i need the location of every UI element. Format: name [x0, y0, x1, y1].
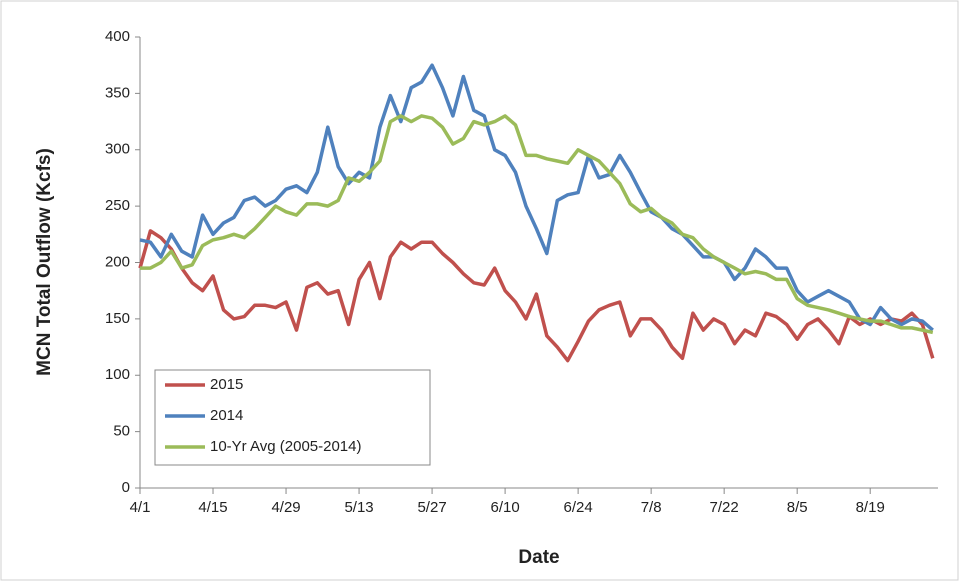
x-tick-label: 8/5 — [787, 499, 808, 516]
series-line — [139, 63, 934, 332]
series-line — [138, 229, 935, 363]
legend-label: 2014 — [210, 407, 243, 424]
y-axis-title: MCN Total Outflow (Kcfs) — [34, 148, 55, 376]
y-tick-label: 0 — [122, 479, 130, 496]
y-tick-label: 300 — [105, 141, 130, 158]
y-tick-label: 150 — [105, 310, 130, 327]
x-tick-label: 6/10 — [490, 499, 519, 516]
x-tick-label: 6/24 — [564, 499, 593, 516]
x-axis-title: Date — [518, 547, 559, 568]
y-tick-label: 100 — [105, 366, 130, 383]
legend-label: 2015 — [210, 376, 243, 393]
x-tick-label: 5/27 — [417, 499, 446, 516]
x-tick-label: 7/22 — [710, 499, 739, 516]
x-tick-label: 4/1 — [130, 499, 151, 516]
x-tick-label: 4/15 — [198, 499, 227, 516]
x-tick-label: 4/29 — [271, 499, 300, 516]
y-tick-label: 200 — [105, 253, 130, 270]
x-tick-label: 5/13 — [344, 499, 373, 516]
y-tick-label: 250 — [105, 197, 130, 214]
legend-label: 10-Yr Avg (2005-2014) — [210, 438, 362, 455]
x-tick-label: 8/19 — [856, 499, 885, 516]
y-tick-label: 350 — [105, 84, 130, 101]
y-tick-label: 400 — [105, 28, 130, 45]
y-tick-label: 50 — [113, 423, 130, 440]
x-tick-label: 7/8 — [641, 499, 662, 516]
series-line — [140, 114, 934, 335]
